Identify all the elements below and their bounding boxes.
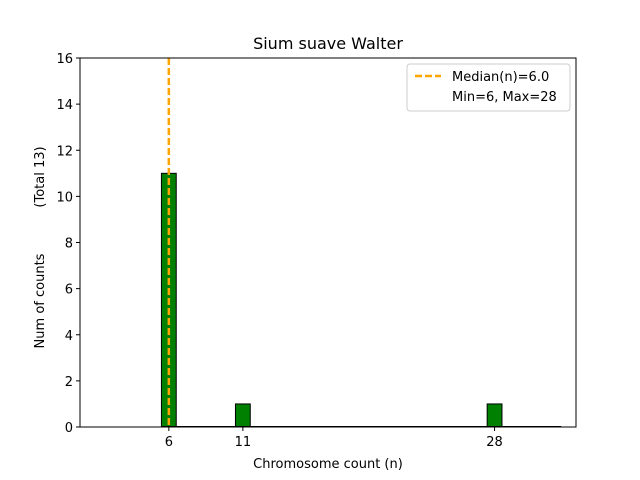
x-axis-ticks: 6 11 28 [165,427,503,450]
y-axis-label: Num of counts [33,253,48,348]
bar-28 [486,403,503,428]
legend-range-label: Min=6, Max=28 [452,90,557,105]
y-tick-label-2: 2 [65,375,73,390]
bar-11 [234,403,251,428]
x-axis-label: Chromosome count (n) [253,457,403,472]
y-tick-label-4: 4 [65,329,73,344]
y-axis-total-label: (Total 13) [33,146,48,207]
y-tick-label-14: 14 [56,98,73,113]
x-tick-label-28: 28 [486,435,503,450]
legend-median-label: Median(n)=6.0 [452,70,549,85]
y-tick-label-8: 8 [65,237,73,252]
legend-box [406,63,571,112]
y-tick-label-10: 10 [56,190,73,205]
y-tick-label-16: 16 [56,52,73,67]
x-tick-label-11: 11 [235,435,252,450]
y-tick-label-12: 12 [56,144,73,159]
x-tick-label-6: 6 [165,435,173,450]
y-axis-label-group: Num of counts (Total 13) [33,146,48,348]
y-tick-label-0: 0 [65,421,73,436]
chart-title: Sium suave Walter [253,34,403,53]
legend: Median(n)=6.0 Min=6, Max=28 [406,63,571,112]
y-axis-ticks: 0 2 4 6 8 10 12 14 16 [56,52,80,436]
y-tick-label-6: 6 [65,283,73,298]
